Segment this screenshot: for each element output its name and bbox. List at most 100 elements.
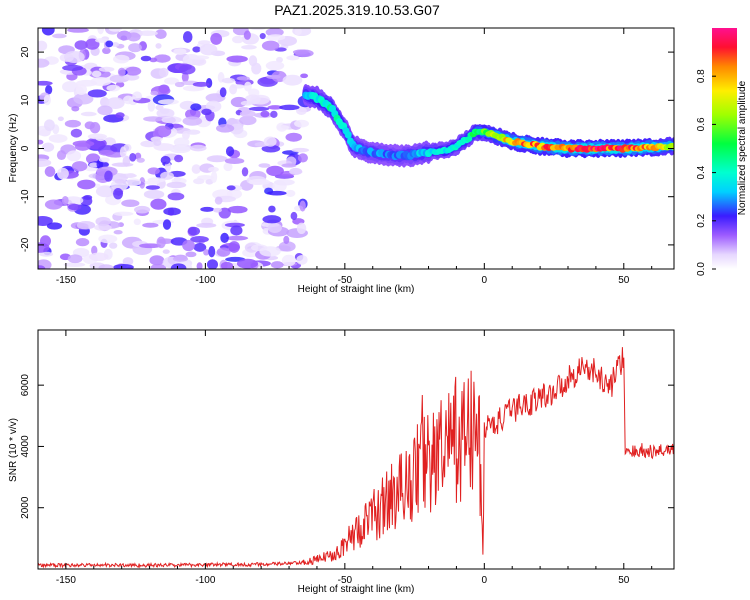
noise-cell	[236, 76, 250, 81]
noise-cell	[278, 241, 296, 252]
noise-cell	[75, 238, 90, 247]
noise-cell	[64, 119, 81, 128]
noise-cell	[106, 97, 125, 109]
colorbar-tick-label: 0.8	[696, 69, 707, 83]
snr-x-ticks: -150 -100 -50 0 50	[37, 330, 653, 586]
colorbar-tick-label: 0.6	[696, 117, 707, 131]
noise-cell	[270, 261, 284, 269]
noise-cell	[203, 249, 210, 256]
snr-x-tick-label: 0	[482, 575, 488, 586]
noise-cell	[181, 72, 189, 83]
noise-cell	[193, 178, 205, 185]
spectrogram-y-tick-label: 10	[20, 94, 31, 106]
noise-cell	[139, 243, 162, 249]
noise-cell	[74, 142, 91, 151]
noise-cell	[57, 116, 64, 122]
snr-panel: -150 -100 -50 0 50 2000 4000 6000 Height of st…	[8, 329, 675, 595]
noise-cell	[192, 57, 207, 66]
noise-cell	[225, 146, 235, 157]
colorbar-ticks: 0.0 0.2 0.4 0.6 0.8	[696, 69, 716, 276]
noise-cell	[95, 185, 116, 198]
noise-cell	[83, 195, 93, 200]
noise-cell	[266, 74, 281, 79]
noise-cell	[169, 145, 191, 154]
noise-cell	[281, 254, 296, 267]
noise-cell	[258, 163, 271, 168]
noise-cell	[113, 187, 124, 200]
noise-cell	[220, 261, 234, 269]
noise-cell	[170, 263, 187, 269]
noise-cell	[265, 60, 285, 71]
noise-cell	[229, 84, 238, 95]
noise-cell	[185, 251, 197, 258]
noise-cell	[89, 162, 99, 168]
figure-title: PAZ1.2025.319.10.53.G07	[274, 2, 440, 18]
noise-cell	[63, 262, 86, 268]
noise-cell	[178, 64, 196, 75]
noise-cell	[207, 166, 219, 173]
noise-cell	[41, 28, 55, 36]
noise-cell	[57, 167, 69, 180]
noise-cell	[109, 242, 118, 249]
noise-cell	[296, 254, 308, 265]
noise-cell	[159, 108, 170, 115]
noise-cell	[154, 54, 171, 63]
noise-cell	[111, 162, 134, 167]
noise-cell	[291, 147, 310, 153]
noise-cell	[140, 140, 158, 148]
noise-cell	[38, 58, 50, 68]
noise-cell	[276, 125, 290, 130]
noise-cell	[105, 40, 114, 48]
noise-cell	[98, 234, 118, 244]
noise-cell	[68, 203, 82, 211]
noise-cell	[295, 49, 314, 58]
noise-cell	[294, 28, 302, 36]
noise-cell	[201, 108, 212, 116]
noise-cell	[205, 93, 226, 103]
noise-cell	[149, 255, 165, 266]
colorbar: 0.0 0.2 0.4 0.6 0.8 Normalized spectral ampl…	[696, 28, 748, 276]
noise-cell	[129, 152, 137, 162]
noise-cell	[214, 196, 223, 205]
noise-cell	[299, 200, 306, 212]
noise-cell	[189, 144, 207, 152]
noise-cell	[290, 211, 298, 221]
noise-cell	[38, 80, 53, 86]
noise-cell	[44, 199, 63, 210]
noise-cell	[39, 251, 54, 257]
noise-cell	[210, 32, 223, 45]
noise-cell	[193, 242, 207, 252]
noise-cell	[52, 33, 67, 39]
noise-cell	[248, 106, 270, 112]
noise-cell	[147, 100, 156, 112]
noise-cell	[108, 28, 122, 32]
noise-cell	[98, 66, 115, 72]
noise-cell	[144, 180, 160, 185]
noise-cell	[74, 40, 88, 50]
noise-cell	[121, 199, 140, 208]
noise-cell	[182, 239, 195, 252]
noise-cell	[296, 106, 307, 115]
noise-cell	[46, 222, 63, 230]
colorbar-label: Normalized spectral amplitude	[737, 80, 748, 215]
noise-cell	[38, 158, 52, 168]
noise-cell	[300, 73, 309, 79]
noise-cell	[216, 247, 231, 257]
noise-cell	[190, 103, 202, 111]
noise-cell	[43, 94, 51, 106]
noise-cell	[137, 30, 158, 37]
noise-cell	[228, 241, 240, 253]
noise-cell	[44, 166, 56, 177]
noise-cell	[143, 189, 165, 199]
noise-cell	[196, 222, 217, 228]
noise-cell	[227, 205, 248, 214]
noise-cell	[243, 30, 251, 40]
noise-cell	[61, 195, 69, 205]
noise-cell	[236, 258, 259, 269]
noise-cell	[163, 207, 181, 216]
noise-cell	[157, 99, 179, 105]
noise-cell	[160, 155, 171, 165]
noise-cell	[232, 35, 244, 44]
noise-cell	[212, 207, 222, 213]
snr-x-tick-label: -50	[338, 575, 353, 586]
